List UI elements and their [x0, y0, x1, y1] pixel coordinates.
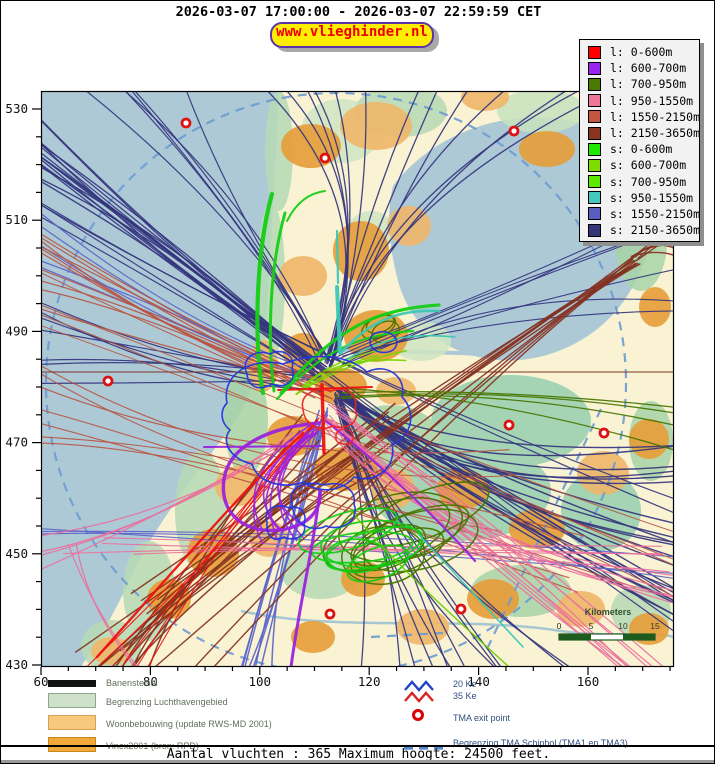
svg-text:0: 0: [557, 621, 562, 631]
axes-labels: 60 80 100 120 140 160 430 450 470 490 510 530: [5, 101, 599, 689]
main-tracks-contours-layer: [41, 190, 674, 667]
woonbebouwing-swatch: [48, 715, 96, 730]
svg-text:450: 450: [5, 546, 28, 561]
altitude-label: s: 2150-3650m: [610, 223, 701, 238]
svg-text:Kilometers: Kilometers: [585, 607, 632, 617]
altitude-swatch: [588, 110, 601, 124]
altitude-legend: l: 0-600m l: 600-700m l: 700-950m l: 950-15…: [579, 39, 701, 243]
altitude-legend-item: l: 700-950m: [580, 76, 699, 92]
svg-text:160: 160: [577, 674, 600, 689]
altitude-swatch: [588, 191, 601, 205]
svg-text:140: 140: [467, 674, 490, 689]
tma-exit-point-label: TMA exit point: [453, 713, 511, 723]
svg-text:80: 80: [143, 674, 158, 689]
window-bottom-strip: [1, 760, 714, 763]
altitude-swatch: [588, 94, 601, 108]
svg-text:490: 490: [5, 323, 28, 338]
tma-boundary-label: Begrenzing TMA Schiphol (TMA1 en TMA3): [453, 738, 628, 748]
tma-boundary-dash-icon: [404, 737, 448, 756]
altitude-legend-item: s: 1550-2150m: [580, 206, 701, 222]
status-divider: [1, 745, 714, 747]
svg-text:470: 470: [5, 435, 28, 450]
svg-text:510: 510: [5, 212, 28, 227]
plot-frame: [40, 90, 675, 668]
altitude-label: s: 950-1550m: [610, 190, 694, 205]
altitude-label: l: 2150-3650m: [610, 126, 701, 141]
20ke-label: 20 Ke: [453, 679, 477, 689]
altitude-swatch: [588, 61, 601, 75]
altitude-swatch: [588, 175, 601, 189]
axes-ticks: [32, 108, 671, 675]
altitude-swatch: [588, 223, 601, 237]
altitude-legend-item: s: 700-950m: [580, 174, 699, 190]
altitude-swatch: [588, 207, 601, 221]
banenstelsel-label: Banenstelsel: [106, 678, 158, 688]
luchthavengebied-label: Begrenzing Luchthavengebied: [106, 697, 228, 707]
35ke-label: 35 Ke: [453, 691, 477, 701]
altitude-legend-item: l: 950-1550m: [580, 93, 699, 109]
altitude-label: s: 600-700m: [610, 158, 687, 173]
status-bar: Aantal vluchten : 365 Maximum hoogte: 24…: [166, 747, 551, 762]
altitude-label: l: 700-950m: [610, 77, 687, 92]
svg-text:5: 5: [589, 621, 594, 631]
altitude-legend-item: l: 600-700m: [580, 60, 699, 76]
altitude-swatch: [588, 77, 601, 91]
altitude-label: l: 0-600m: [610, 45, 673, 60]
svg-text:10: 10: [618, 621, 628, 631]
flight-track-bundles-layer: [41, 91, 674, 667]
tma-exit-point-icon: [410, 707, 426, 727]
altitude-legend-item: l: 1550-2150m: [580, 109, 701, 125]
altitude-label: l: 950-1550m: [610, 93, 694, 108]
20ke-zigzag-icon: [404, 677, 434, 696]
woonbebouwing-label: Woonbebouwing (update RWS-MD 2001): [106, 719, 272, 729]
vinex-swatch: [48, 737, 96, 752]
altitude-legend-item: s: 2150-3650m: [580, 222, 701, 238]
altitude-swatch: [588, 158, 601, 172]
altitude-swatch: [588, 142, 601, 156]
scalebar: Kilometers 0 5 10 15: [557, 607, 660, 641]
altitude-label: s: 1550-2150m: [610, 206, 701, 221]
vlieghinder-link-label: www.vlieghinder.nl: [276, 24, 428, 40]
altitude-label: l: 1550-2150m: [610, 109, 701, 124]
vlieghinder-link[interactable]: www.vlieghinder.nl: [270, 22, 434, 48]
35ke-zigzag-icon: [404, 688, 434, 707]
svg-text:60: 60: [33, 674, 48, 689]
tma-exit-markers-layer: [102, 117, 610, 620]
svg-text:430: 430: [5, 657, 28, 672]
banenstelsel-swatch: [48, 680, 96, 687]
altitude-label: s: 0-600m: [610, 142, 673, 157]
svg-text:15: 15: [650, 621, 660, 631]
altitude-legend-item: s: 950-1550m: [580, 190, 699, 206]
report-period-title: 2026-03-07 17:00:00 - 2026-03-07 22:59:5…: [175, 4, 542, 20]
altitude-legend-item: s: 0-600m: [580, 141, 699, 157]
altitude-swatch: [588, 126, 601, 140]
altitude-legend-item: l: 0-600m: [580, 44, 699, 60]
luchthavengebied-swatch: [48, 693, 96, 708]
holding-loops-layer: [298, 314, 490, 586]
svg-text:530: 530: [5, 101, 28, 116]
altitude-swatch: [588, 45, 601, 59]
altitude-label: l: 600-700m: [610, 61, 687, 76]
svg-text:100: 100: [249, 674, 272, 689]
altitude-legend-item: l: 2150-3650m: [580, 125, 701, 141]
svg-text:120: 120: [358, 674, 381, 689]
altitude-legend-item: s: 600-700m: [580, 157, 699, 173]
altitude-label: s: 700-950m: [610, 174, 687, 189]
